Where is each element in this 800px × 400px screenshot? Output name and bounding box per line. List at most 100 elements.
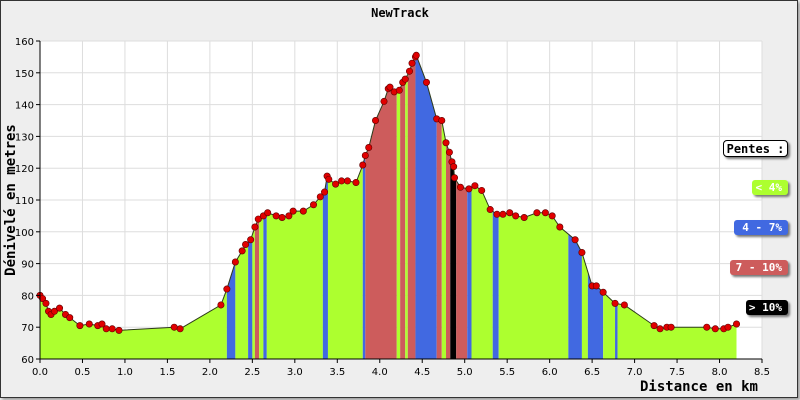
slope-segment (322, 55, 328, 359)
elevation-point (445, 148, 453, 156)
elevation-point (310, 201, 318, 209)
x-tick-label: 6.0 (542, 367, 558, 378)
elevation-point (442, 139, 450, 147)
elevation-point (372, 117, 380, 125)
elevation-point (361, 151, 369, 159)
y-tick-label: 80 (21, 291, 34, 302)
elevation-point (289, 207, 297, 215)
x-tick-label: 4.5 (414, 367, 430, 378)
elevation-point (386, 83, 394, 91)
elevation-point (380, 97, 388, 105)
elevation-point (520, 213, 528, 221)
elevation-point (56, 304, 64, 312)
legend-item-lt4: < 4% (752, 180, 788, 195)
elevation-point (471, 182, 479, 190)
slope-segment (446, 55, 451, 359)
x-tick-label: 8.5 (754, 367, 770, 378)
x-tick-label: 0.0 (32, 367, 48, 378)
elevation-point (486, 206, 494, 214)
chart-title: NewTrack (371, 6, 429, 20)
elevation-point (223, 285, 231, 293)
legend-title: Pentes : (723, 140, 788, 157)
elevation-point (325, 175, 333, 183)
elevation-point (39, 295, 47, 303)
elevation-point (231, 258, 239, 266)
elevation-point (592, 282, 600, 290)
elevation-point (338, 177, 346, 185)
elevation-point (98, 320, 106, 328)
x-axis-label: Distance en km (640, 379, 758, 395)
elevation-point (650, 322, 658, 330)
elevation-point (285, 212, 293, 220)
elevation-point (359, 161, 367, 169)
elevation-point (408, 59, 416, 67)
elevation-point (254, 215, 262, 223)
x-tick-label: 5.5 (499, 367, 515, 378)
elevation-point (102, 325, 110, 333)
elevation-point (703, 323, 711, 331)
elevation-point (422, 78, 430, 86)
elevation-point (548, 212, 556, 220)
elevation-point (251, 223, 259, 231)
elevation-point (170, 323, 178, 331)
elevation-point (405, 67, 413, 75)
slope-segment (362, 55, 366, 359)
x-tick-label: 7.0 (627, 367, 643, 378)
elevation-point (599, 288, 607, 296)
x-tick-label: 5.0 (457, 367, 473, 378)
x-tick-label: 3.5 (329, 367, 345, 378)
elevation-point (264, 209, 272, 217)
x-tick-label: 1.5 (159, 367, 175, 378)
elevation-point (506, 209, 514, 217)
slope-segment (396, 55, 401, 359)
elevation-point (352, 179, 360, 187)
elevation-point (465, 185, 473, 193)
legend-item-gt10: > 10% (746, 300, 788, 315)
legend-item-4-7: 4 - 7% (734, 220, 788, 235)
elevation-point (620, 301, 628, 309)
elevation-point (85, 320, 93, 328)
elevation-point (247, 236, 255, 244)
elevation-point (478, 186, 486, 194)
elevation-point (667, 323, 675, 331)
x-tick-label: 1.0 (117, 367, 133, 378)
x-tick-label: 7.5 (669, 367, 685, 378)
y-tick-label: 130 (15, 132, 34, 143)
elevation-points (36, 51, 741, 334)
legend-item-7-10: 7 - 10% (730, 260, 788, 275)
slope-segment (400, 55, 406, 359)
y-tick-label: 140 (15, 101, 34, 112)
elevation-point (733, 320, 741, 328)
elevation-point (272, 212, 280, 220)
slope-segment (467, 55, 472, 359)
elevation-point (108, 325, 116, 333)
elevation-point (299, 207, 307, 215)
x-tick-label: 2.5 (244, 367, 260, 378)
elevation-point (395, 86, 403, 94)
x-tick-label: 8.0 (712, 367, 728, 378)
elevation-point (76, 322, 84, 330)
elevation-point (556, 223, 564, 231)
elevation-point (456, 183, 464, 191)
y-axis-ticks: 60 70 80 90 100 110 120 130 140 150 160 (15, 37, 40, 366)
elevation-point (611, 299, 619, 307)
elevation-point (50, 307, 58, 315)
x-tick-label: 0.5 (75, 367, 91, 378)
x-axis-ticks: 0.0 0.5 1.0 1.5 2.0 2.5 3.0 3.5 4.0 4.5 5.0 5.5 6.0 6… (32, 359, 770, 378)
y-tick-label: 60 (21, 355, 34, 366)
elevation-point (176, 325, 184, 333)
slope-segment (436, 55, 442, 359)
elevation-point (278, 213, 286, 221)
slope-segment (450, 55, 457, 359)
slope-segment (415, 55, 437, 359)
elevation-point (332, 180, 340, 188)
elevation-point (541, 209, 549, 217)
elevation-point (217, 301, 225, 309)
x-tick-label: 4.0 (372, 367, 388, 378)
y-tick-label: 90 (21, 260, 34, 271)
elevation-point (512, 212, 520, 220)
elevation-point (412, 51, 420, 59)
elevation-point (578, 248, 586, 256)
y-tick-label: 150 (15, 69, 34, 80)
